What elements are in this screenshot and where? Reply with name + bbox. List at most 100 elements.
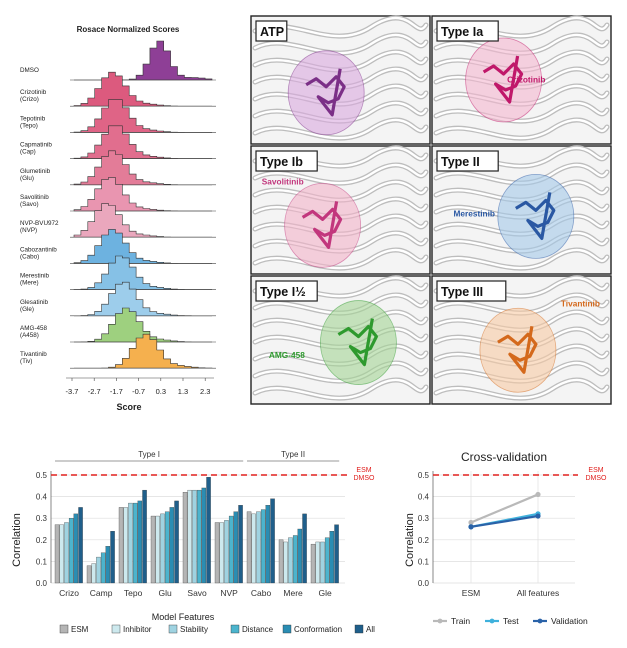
- bar-y-tick-label: 0.0: [36, 579, 48, 588]
- ridge-row-sublabel: (NVP): [20, 227, 37, 234]
- bar-y-tick-label: 0.2: [36, 536, 48, 545]
- bar: [68, 518, 74, 584]
- ligand-label: Merestinib: [453, 208, 495, 218]
- structure-title: ATP: [260, 25, 284, 39]
- binding-pocket: [479, 307, 557, 393]
- line-ylabel: Correlation: [404, 513, 416, 567]
- ridge-row-label: Tepotinib: [20, 115, 46, 122]
- bar: [182, 492, 188, 584]
- ligand-molecule: [482, 55, 524, 104]
- bar-category-label: NVP: [220, 588, 238, 598]
- structure-title-box: [436, 280, 507, 302]
- protein-ribbon-highlight: [434, 293, 609, 315]
- ridge-tick-label: 0.3: [156, 387, 166, 396]
- bar: [260, 509, 266, 584]
- reference-sublabel: DMSO: [354, 475, 376, 482]
- structure-panel: Type Ia Crizotinib: [431, 15, 612, 145]
- ridge-row-label: Glumetinib: [20, 168, 51, 175]
- ligand-molecule: [497, 325, 538, 374]
- protein-ribbon-highlight: [434, 33, 609, 55]
- bar: [86, 565, 92, 584]
- protein-ribbon-highlight: [253, 163, 428, 185]
- bar: [288, 537, 293, 584]
- bar: [238, 505, 243, 584]
- bar: [201, 487, 207, 584]
- legend-label: All: [366, 625, 375, 634]
- bar: [73, 513, 79, 584]
- legend-swatch: [282, 624, 292, 634]
- line-y-tick-label: 0.1: [418, 557, 430, 566]
- protein-ribbon-highlight: [434, 310, 609, 332]
- structure-title-box: [436, 150, 499, 172]
- ridge-row-sublabel: (Glu): [20, 175, 34, 182]
- reference-label: ESM: [588, 467, 603, 474]
- structure-panel: Type III Tivantinib: [431, 275, 612, 405]
- protein-ribbon-highlight: [434, 163, 609, 185]
- bar-y-tick-label: 0.3: [36, 514, 48, 523]
- line-y-tick-label: 0.0: [418, 579, 430, 588]
- legend-swatch: [354, 624, 364, 634]
- ridge-row-label: Merestinib: [20, 273, 50, 280]
- ridge-row-sublabel: (Cap): [20, 149, 36, 156]
- line-chart: Cross-validation Correlation 0.0 0.1 0.2 0.…: [404, 450, 607, 626]
- structure-title-box: [255, 150, 318, 172]
- ridge-row-label: NVP-BVU972: [20, 220, 59, 227]
- bar: [137, 500, 143, 584]
- structure-title: Type I½: [260, 285, 306, 299]
- legend-marker: [437, 618, 443, 624]
- protein-ribbon-highlight: [434, 50, 609, 72]
- bar: [302, 513, 307, 584]
- protein-ribbon-highlight: [434, 361, 609, 383]
- ridge-row-label: Cabozantinib: [20, 246, 57, 253]
- bar: [233, 511, 239, 584]
- bar: [59, 524, 64, 584]
- legend-label: Stability: [180, 625, 208, 634]
- ridge-row-label: Savolitinib: [20, 194, 49, 201]
- ridge-row-sublabel: (Tiv): [20, 358, 32, 365]
- bar-category-label: Mere: [283, 588, 303, 598]
- ridge-row-label: Capmatinib: [20, 142, 52, 149]
- ridge-row-label: Crizotinib: [20, 89, 47, 96]
- protein-ribbon-highlight: [434, 248, 609, 270]
- legend-marker: [489, 618, 495, 624]
- bar: [256, 511, 261, 584]
- bar: [142, 489, 147, 584]
- bar: [169, 507, 175, 584]
- protein-ribbon-highlight: [434, 378, 609, 400]
- protein-ribbon-highlight: [253, 67, 428, 89]
- ridge-title: Rosace Normalized Scores: [77, 25, 180, 34]
- series-line: [470, 493, 539, 524]
- protein-ribbon-highlight: [434, 84, 609, 106]
- legend-label: Conformation: [294, 625, 342, 634]
- bar-category-label: Tepo: [124, 588, 143, 598]
- bar-y-tick-label: 0.4: [36, 493, 48, 502]
- ridge-row-label: Tivantinib: [20, 351, 47, 358]
- bar-category-label: Savo: [187, 588, 207, 598]
- bar: [105, 546, 111, 584]
- ridge-tick-label: 2.3: [200, 387, 210, 396]
- binding-pocket: [465, 37, 543, 123]
- ridge-tick-label: -0.7: [132, 387, 145, 396]
- protein-ribbon-highlight: [253, 84, 428, 106]
- structure-title: Type II: [441, 155, 480, 169]
- group-label: Type II: [281, 450, 305, 459]
- ridge-row-sublabel: (Gle): [20, 306, 34, 313]
- bar: [246, 511, 252, 584]
- structure-title: Type Ib: [260, 155, 303, 169]
- ridge-row-sublabel: (Tepo): [20, 122, 38, 129]
- bar: [228, 515, 234, 584]
- bar: [128, 502, 133, 584]
- protein-ribbon-highlight: [434, 101, 609, 123]
- bar: [123, 507, 128, 584]
- ridge-row-sublabel: (Mere): [20, 280, 39, 287]
- structure-panel: Type I½ AMG-458: [250, 275, 431, 405]
- protein-ribbon-highlight: [253, 33, 428, 55]
- bar: [91, 563, 96, 584]
- ligand-label: Savolitinib: [262, 176, 304, 186]
- ridge-tick-label: -1.7: [110, 387, 123, 396]
- bar: [78, 507, 83, 584]
- ridge-tick-label: -2.7: [88, 387, 101, 396]
- ridge-row-sublabel: (Cabo): [20, 253, 39, 260]
- line-y-tick-label: 0.4: [418, 493, 430, 502]
- structure-panel: ATP: [250, 15, 431, 145]
